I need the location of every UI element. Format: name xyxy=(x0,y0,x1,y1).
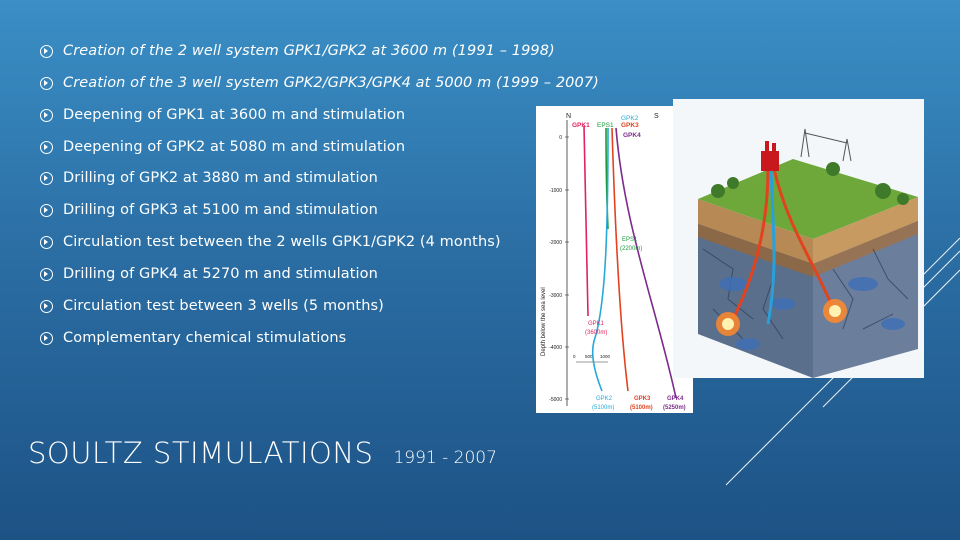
gpk1-label: GPK1 xyxy=(588,321,605,327)
bullet-arrow-icon xyxy=(40,171,53,185)
bottom-depth-gpk3: (5100m) xyxy=(630,405,653,411)
bullet-item: Drilling of GPK2 at 3880 m and stimulati… xyxy=(40,170,378,186)
depth-tick: -1000 xyxy=(549,188,562,194)
bullet-text: Deepening of GPK2 at 5080 m and stimulat… xyxy=(63,139,406,155)
bullet-arrow-icon xyxy=(40,140,53,154)
well-trajectory-diagram: N S GPK2 GPK1 EPS1 GPK3 GPK4 Depth below… xyxy=(536,106,693,413)
top-label-gpk4: GPK4 xyxy=(623,132,641,139)
bullet-item: Creation of the 3 well system GPK2/GPK3/… xyxy=(40,75,599,91)
eps1-label: EPS1 xyxy=(622,237,638,243)
bottom-label-gpk2: GPK2 xyxy=(596,396,613,402)
bullet-arrow-icon xyxy=(40,267,53,281)
bullet-arrow-icon xyxy=(40,108,53,122)
gpk3-trajectory xyxy=(611,127,629,392)
bullet-arrow-icon xyxy=(40,331,53,345)
scale-tick: 0 xyxy=(573,354,576,359)
top-label-gpk3: GPK3 xyxy=(621,122,639,129)
gpk2-trajectory xyxy=(591,127,609,392)
bullet-item: Drilling of GPK3 at 5100 m and stimulati… xyxy=(40,202,378,218)
geothermal-block-illustration xyxy=(673,99,924,378)
bullet-text: Drilling of GPK3 at 5100 m and stimulati… xyxy=(63,202,378,218)
bullet-arrow-icon xyxy=(40,299,53,313)
bullet-text: Complementary chemical stimulations xyxy=(63,330,347,346)
bullet-text: Drilling of GPK2 at 3880 m and stimulati… xyxy=(63,170,378,186)
bullet-item: Drilling of GPK4 at 5270 m and stimulati… xyxy=(40,266,378,282)
bullet-item: Complementary chemical stimulations xyxy=(40,330,346,346)
bottom-label-gpk4: GPK4 xyxy=(667,396,684,402)
bullet-item: Circulation test between 3 wells (5 mont… xyxy=(40,298,384,314)
bullet-item: Circulation test between the 2 wells GPK… xyxy=(40,234,501,250)
bottom-depth-gpk4: (5250m) xyxy=(663,405,686,411)
depth-tick: -4000 xyxy=(549,345,562,351)
bullet-arrow-icon xyxy=(40,235,53,249)
top-label-gpk1: GPK1 xyxy=(572,122,590,129)
bullet-item: Deepening of GPK2 at 5080 m and stimulat… xyxy=(40,139,405,155)
bullet-arrow-icon xyxy=(40,76,53,90)
top-label-gpk2: GPK2 xyxy=(621,115,639,122)
bullet-text: Creation of the 3 well system GPK2/GPK3/… xyxy=(63,75,599,91)
depth-axis-label: Depth below the sea level xyxy=(541,287,547,356)
slide-title: SOULTZ STIMULATIONS 1991 - 2007 xyxy=(28,436,497,470)
bottom-depth-gpk2: (5100m) xyxy=(592,405,614,411)
bullet-text: Deepening of GPK1 at 3600 m and stimulat… xyxy=(63,107,406,123)
bullet-item: Deepening of GPK1 at 3600 m and stimulat… xyxy=(40,107,405,123)
bullet-text: Drilling of GPK4 at 5270 m and stimulati… xyxy=(63,266,378,282)
north-label: N xyxy=(566,113,571,120)
gpk4-trajectory xyxy=(615,127,677,399)
bullet-text: Circulation test between 3 wells (5 mont… xyxy=(63,298,384,314)
slide-title-main: SOULTZ STIMULATIONS xyxy=(28,436,374,470)
eps1-depth: (2200m) xyxy=(620,246,642,252)
depth-tick: -3000 xyxy=(549,293,562,299)
depth-tick: -2000 xyxy=(549,240,562,246)
scale-tick: 1000 xyxy=(600,354,611,359)
depth-tick: 0 xyxy=(559,135,562,141)
bullet-arrow-icon xyxy=(40,203,53,217)
top-label-eps1: EPS1 xyxy=(597,122,614,129)
south-label: S xyxy=(654,113,659,120)
depth-tick: -5000 xyxy=(549,397,562,403)
bullet-text: Circulation test between the 2 wells GPK… xyxy=(63,234,501,250)
bullet-text: Creation of the 2 well system GPK1/GPK2 … xyxy=(63,43,555,59)
bullet-arrow-icon xyxy=(40,44,53,58)
bullet-item: Creation of the 2 well system GPK1/GPK2 … xyxy=(40,43,555,59)
gpk1-depth: (3600m) xyxy=(585,330,607,336)
bottom-label-gpk3: GPK3 xyxy=(634,396,651,402)
slide-title-years: 1991 - 2007 xyxy=(393,448,497,468)
gpk1-trajectory xyxy=(583,125,589,317)
scale-tick: 500 xyxy=(585,354,593,359)
